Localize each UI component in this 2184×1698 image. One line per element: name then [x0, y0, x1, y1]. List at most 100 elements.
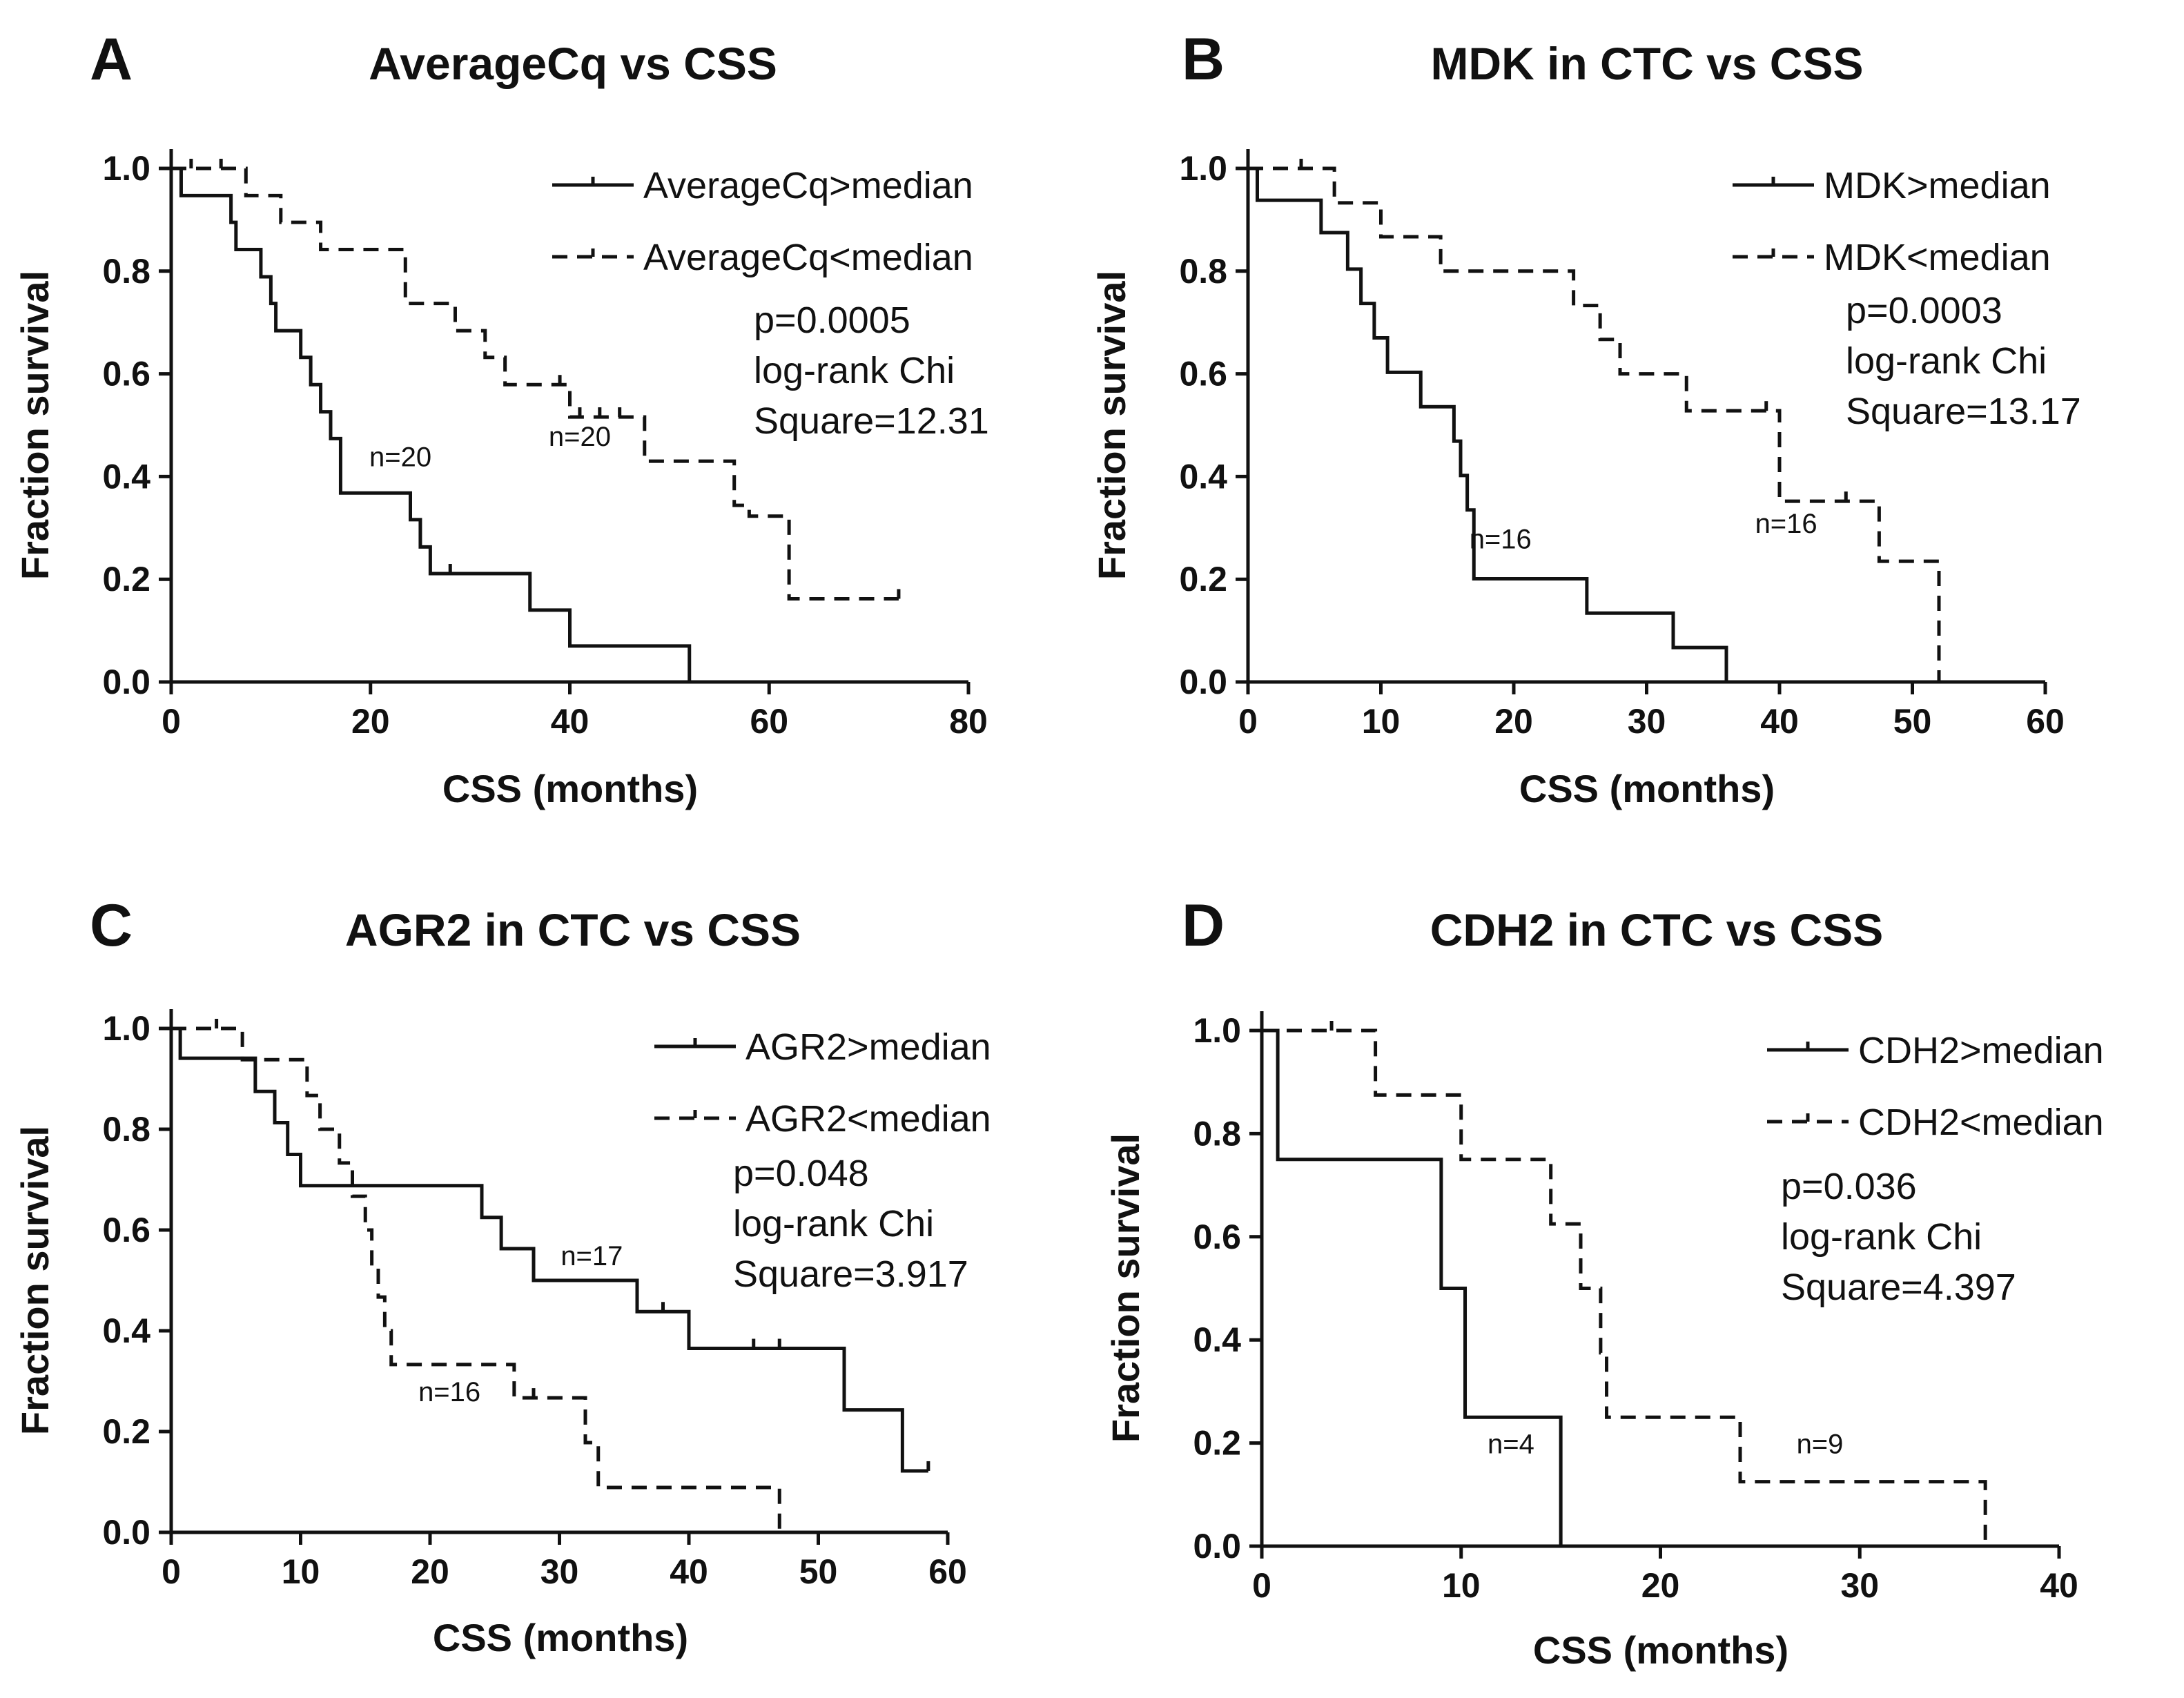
x-axis-title: CSS (months)	[442, 767, 698, 810]
y-axis-title: Fraction survival	[1104, 1133, 1147, 1443]
stats-annotation-line: p=0.048	[733, 1153, 869, 1194]
x-tick-label: 40	[670, 1552, 708, 1591]
n-label: n=16	[1470, 525, 1532, 555]
series-c-1-line	[171, 1026, 928, 1473]
x-axis-title: CSS (months)	[433, 1616, 688, 1659]
panel-b: B MDK in CTC vs CSS 0 10 20 30 40 50 60 0.0 0.2 0.4…	[1090, 26, 2081, 810]
stats-annotation-line: log-rank Chi	[754, 350, 955, 391]
x-tick-label: 50	[799, 1552, 838, 1591]
y-tick-label: 1.0	[102, 149, 150, 188]
y-tick-label: 0.0	[102, 663, 150, 701]
y-tick-label: 0.0	[102, 1513, 150, 1552]
y-tick-label: 0.6	[1179, 355, 1227, 393]
x-tick-label: 10	[282, 1552, 320, 1591]
legend-label: AverageCq>median	[643, 165, 973, 206]
series-a-1-line	[171, 166, 692, 682]
n-label: n=9	[1797, 1429, 1844, 1460]
x-tick-label: 20	[1494, 702, 1533, 741]
x-tick-label: 30	[540, 1552, 579, 1591]
x-axis-title: CSS (months)	[1533, 1628, 1788, 1672]
stats-annotation-line: log-rank Chi	[1781, 1216, 1982, 1258]
y-tick-label: 0.4	[102, 1311, 150, 1350]
stats-annotation-line: p=0.0005	[754, 300, 910, 341]
n-label: n=20	[369, 442, 431, 473]
y-tick-label: 0.8	[102, 252, 150, 291]
x-tick-label: 60	[2026, 702, 2065, 741]
x-tick-label: 50	[1893, 702, 1932, 741]
x-tick-label: 20	[1641, 1566, 1680, 1605]
y-tick-label: 0.4	[1179, 457, 1227, 496]
stats-annotation-line: log-rank Chi	[733, 1203, 934, 1245]
stats-annotation-line: Square=3.917	[733, 1253, 968, 1295]
panel-letter: B	[1182, 26, 1225, 92]
x-tick-label: 30	[1840, 1566, 1879, 1605]
x-tick-label: 60	[750, 702, 788, 741]
y-axis-title: Fraction survival	[13, 271, 57, 580]
panel-letter: A	[90, 26, 133, 92]
y-axis-title: Fraction survival	[1090, 271, 1133, 580]
y-tick-label: 0.2	[102, 1412, 150, 1451]
x-tick-label: 0	[162, 702, 181, 741]
y-tick-label: 0.0	[1193, 1527, 1241, 1565]
x-tick-label: 40	[1760, 702, 1799, 741]
series-d-1-line	[1262, 1028, 1563, 1546]
y-tick-label: 1.0	[1179, 149, 1227, 188]
stats-annotation-line: log-rank Chi	[1846, 340, 2047, 382]
n-label: n=16	[1755, 509, 1817, 539]
n-label: n=17	[560, 1241, 623, 1271]
stats-annotation-line: Square=12.31	[754, 400, 989, 442]
y-tick-label: 0.8	[102, 1110, 150, 1149]
y-tick-label: 0.8	[1193, 1114, 1241, 1153]
y-tick-label: 1.0	[102, 1009, 150, 1048]
n-label: n=20	[549, 422, 611, 452]
chart-title: MDK in CTC vs CSS	[1430, 38, 1863, 89]
x-tick-label: 30	[1628, 702, 1666, 741]
panel-a: A AverageCq vs CSS 0 20 40 60 80 0.0 0.2 0.4 0.6 0.…	[13, 26, 989, 810]
y-tick-label: 0.2	[102, 560, 150, 598]
x-tick-label: 60	[928, 1552, 967, 1591]
legend-label: MDK<median	[1824, 237, 2051, 278]
series-b-1-line	[1248, 166, 1728, 682]
legend-label: CDH2>median	[1858, 1030, 2104, 1071]
n-label: n=4	[1488, 1429, 1534, 1460]
x-tick-label: 0	[1252, 1566, 1271, 1605]
x-tick-label: 80	[949, 702, 988, 741]
legend-label: AverageCq<median	[643, 237, 973, 278]
y-tick-label: 0.4	[102, 457, 150, 496]
series-d-2-line	[1262, 1028, 1987, 1546]
legend-label: MDK>median	[1824, 165, 2051, 206]
legend-label: CDH2<median	[1858, 1102, 2104, 1143]
x-tick-label: 10	[1442, 1566, 1481, 1605]
n-label: n=16	[418, 1377, 480, 1407]
x-tick-label: 40	[551, 702, 589, 741]
stats-annotation-line: Square=4.397	[1781, 1267, 2016, 1308]
legend-label: AGR2>median	[745, 1026, 991, 1068]
panel-letter: D	[1182, 892, 1225, 959]
y-tick-label: 1.0	[1193, 1011, 1241, 1050]
panel-d: D CDH2 in CTC vs CSS 0 10 20 30 40 0.0 0.2 0.4 0.6…	[1104, 892, 2104, 1672]
chart-title: CDH2 in CTC vs CSS	[1430, 904, 1883, 955]
y-tick-label: 0.8	[1179, 252, 1227, 291]
y-tick-label: 0.6	[1193, 1218, 1241, 1256]
x-tick-label: 20	[411, 1552, 449, 1591]
stats-annotation-line: p=0.036	[1781, 1166, 1917, 1207]
x-tick-label: 20	[351, 702, 390, 741]
x-tick-label: 0	[1238, 702, 1258, 741]
x-axis-title: CSS (months)	[1519, 767, 1775, 810]
y-tick-label: 0.2	[1193, 1424, 1241, 1463]
legend-label: AGR2<median	[745, 1098, 991, 1140]
y-tick-label: 0.2	[1179, 560, 1227, 598]
y-tick-label: 0.6	[102, 355, 150, 393]
panel-c: C AGR2 in CTC vs CSS 0 10 20 30 40 50 60 0.0 0.2 0.…	[13, 892, 991, 1659]
y-tick-label: 0.6	[102, 1211, 150, 1249]
y-axis-title: Fraction survival	[13, 1126, 57, 1435]
y-tick-label: 0.4	[1193, 1320, 1241, 1359]
series-c-2-line	[171, 1026, 781, 1532]
stats-annotation-line: Square=13.17	[1846, 391, 2081, 432]
panel-letter: C	[90, 892, 133, 959]
x-tick-label: 10	[1362, 702, 1401, 741]
chart-title: AGR2 in CTC vs CSS	[345, 904, 801, 955]
y-tick-label: 0.0	[1179, 663, 1227, 701]
chart-title: AverageCq vs CSS	[369, 38, 777, 89]
